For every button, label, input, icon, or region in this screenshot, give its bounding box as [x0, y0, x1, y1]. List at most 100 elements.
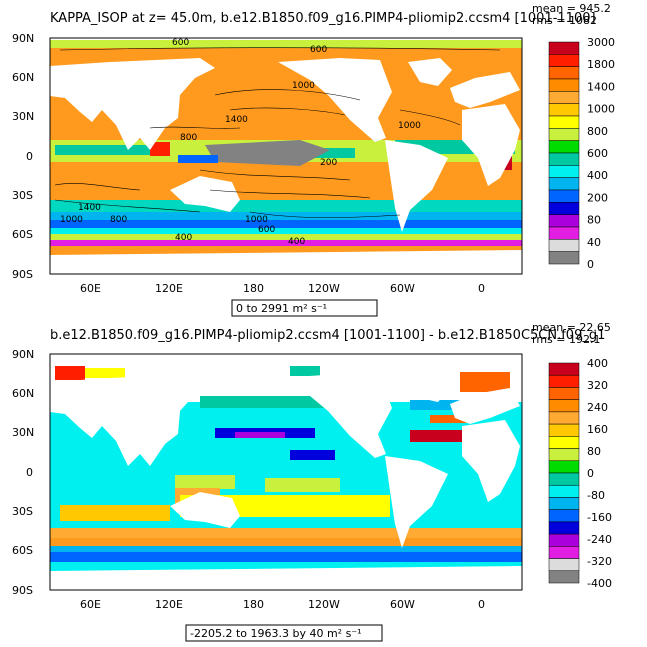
map-top-lat-ticks: 90N 60N 30N 0 30S 60S 90S — [12, 32, 34, 281]
map-top-land — [50, 58, 522, 274]
contour-label: 800 — [110, 215, 127, 225]
colorbar-label: 1000 — [587, 103, 615, 116]
colorbar-swatch — [548, 226, 580, 240]
colorbar-label: -160 — [587, 511, 612, 524]
lon-tick: 0 — [478, 598, 485, 611]
map-top-contours — [54, 47, 501, 218]
colorbar-label: -240 — [587, 533, 612, 546]
lat-tick: 60S — [12, 228, 33, 241]
colorbar-swatch — [548, 570, 580, 584]
lon-tick: 0 — [478, 282, 485, 295]
contour-label: 1400 — [78, 203, 101, 213]
lat-tick: 60N — [12, 71, 34, 84]
contour-label: 1000 — [292, 81, 315, 91]
colorbar-bottom-labels: 400 320 240 160 80 0 -80 -160 -240 -320 -400 — [587, 357, 612, 590]
lat-tick: 60S — [12, 544, 33, 557]
colorbar-label: 240 — [587, 401, 608, 414]
lon-tick: 60E — [80, 282, 101, 295]
panel-bottom: b.e12.B1850.f09_g16.PIMP4-pliomip2.ccsm4… — [12, 321, 612, 642]
colorbar-swatch — [548, 362, 580, 376]
colorbar-swatch — [548, 387, 580, 400]
map-top-field: 600 600 1400 1000 1000 800 200 1400 800 … — [50, 38, 522, 274]
contour-label: 400 — [288, 237, 305, 247]
colorbar-label: -400 — [587, 577, 612, 590]
contour-label: 600 — [172, 38, 189, 48]
lon-tick: 120W — [308, 282, 340, 295]
panel-bottom-rms: rms = 192.1 — [532, 333, 600, 346]
map-top-contour-labels: 600 600 1400 1000 1000 800 200 1400 800 … — [60, 38, 421, 247]
lat-tick: 30S — [12, 189, 33, 202]
lat-tick: 60N — [12, 387, 34, 400]
lon-tick: 60E — [80, 598, 101, 611]
lon-tick: 120W — [308, 598, 340, 611]
colorbar-swatch — [548, 251, 580, 265]
colorbar-swatch — [548, 165, 580, 178]
lat-tick: 0 — [26, 466, 33, 479]
contour-label: 600 — [258, 225, 275, 235]
colorbar-swatch — [548, 239, 580, 252]
lat-tick: 30S — [12, 505, 33, 518]
panel-top-range: 0 to 2991 m² s⁻¹ — [231, 299, 378, 317]
lon-tick: 60W — [390, 598, 415, 611]
colorbar-swatch — [548, 497, 580, 510]
colorbar-label: 320 — [587, 379, 608, 392]
colorbar-swatch — [548, 484, 580, 498]
lat-tick: 90S — [12, 584, 33, 597]
colorbar-swatch — [548, 436, 580, 449]
map-bottom: 90N 60N 30N 0 30S 60S 90S 60E 120E 180 1… — [12, 348, 523, 611]
lat-tick: 30N — [12, 426, 34, 439]
colorbar-swatch — [548, 460, 580, 474]
colorbar-label: -320 — [587, 555, 612, 568]
panel-bottom-range-label: -2205.2 to 1963.3 by 40 m² s⁻¹ — [190, 627, 362, 640]
map-top-lon-ticks: 60E 120E 180 120W 60W 0 — [80, 282, 485, 295]
colorbar-swatch — [548, 509, 580, 523]
colorbar-label: 0 — [587, 467, 594, 480]
colorbar-swatch — [548, 103, 580, 117]
colorbar-swatch — [548, 140, 580, 154]
colorbar-swatch — [548, 54, 580, 67]
colorbar-label: 200 — [587, 191, 608, 204]
colorbar-swatch — [548, 546, 580, 559]
lon-tick: 120E — [155, 282, 183, 295]
colorbar-swatch — [548, 41, 580, 55]
colorbar-label: 80 — [587, 214, 601, 227]
lon-tick: 60W — [390, 282, 415, 295]
lat-tick: 0 — [26, 150, 33, 163]
colorbar-swatch — [548, 91, 580, 104]
panel-top-mean: mean = 945.2 — [532, 2, 611, 15]
contour-label: 200 — [320, 158, 337, 168]
colorbar-swatch — [548, 374, 580, 388]
lat-tick: 30N — [12, 110, 34, 123]
colorbar-swatch — [548, 115, 580, 129]
lon-tick: 180 — [243, 598, 264, 611]
colorbar-swatch — [548, 521, 580, 535]
colorbar-swatch — [548, 128, 580, 141]
colorbar-swatch — [548, 533, 580, 547]
panel-bottom-title: b.e12.B1850.f09_g16.PIMP4-pliomip2.ccsm4… — [50, 328, 605, 343]
colorbar-label: 80 — [587, 445, 601, 458]
lon-tick: 120E — [155, 598, 183, 611]
panel-top-range-label: 0 to 2991 m² s⁻¹ — [236, 302, 327, 315]
colorbar-label: 40 — [587, 236, 601, 249]
colorbar-swatch — [548, 411, 580, 425]
lat-tick: 90N — [12, 32, 34, 45]
contour-label: 600 — [310, 45, 327, 55]
panel-top-rms: rms = 1082 — [532, 14, 597, 27]
colorbar-swatch — [548, 214, 580, 228]
colorbar-swatch — [548, 558, 580, 572]
colorbar-swatch — [548, 448, 580, 462]
colorbar-label: 800 — [587, 125, 608, 138]
colorbar-bottom: 400 320 240 160 80 0 -80 -160 -240 -320 -400 — [548, 357, 612, 590]
panel-top: KAPPA_ISOP at z= 45.0m, b.e12.B1850.f09_… — [12, 2, 615, 317]
lat-tick: 90N — [12, 348, 34, 361]
lon-tick: 180 — [243, 282, 264, 295]
panel-bottom-mean: mean = 22.65 — [532, 321, 611, 334]
contour-label: 1000 — [60, 215, 83, 225]
colorbar-label: 0 — [587, 258, 594, 271]
contour-label: 400 — [175, 233, 192, 243]
contour-label: 1000 — [245, 215, 268, 225]
colorbar-swatch — [548, 66, 580, 80]
map-bottom-lat-ticks: 90N 60N 30N 0 30S 60S 90S — [12, 348, 34, 597]
